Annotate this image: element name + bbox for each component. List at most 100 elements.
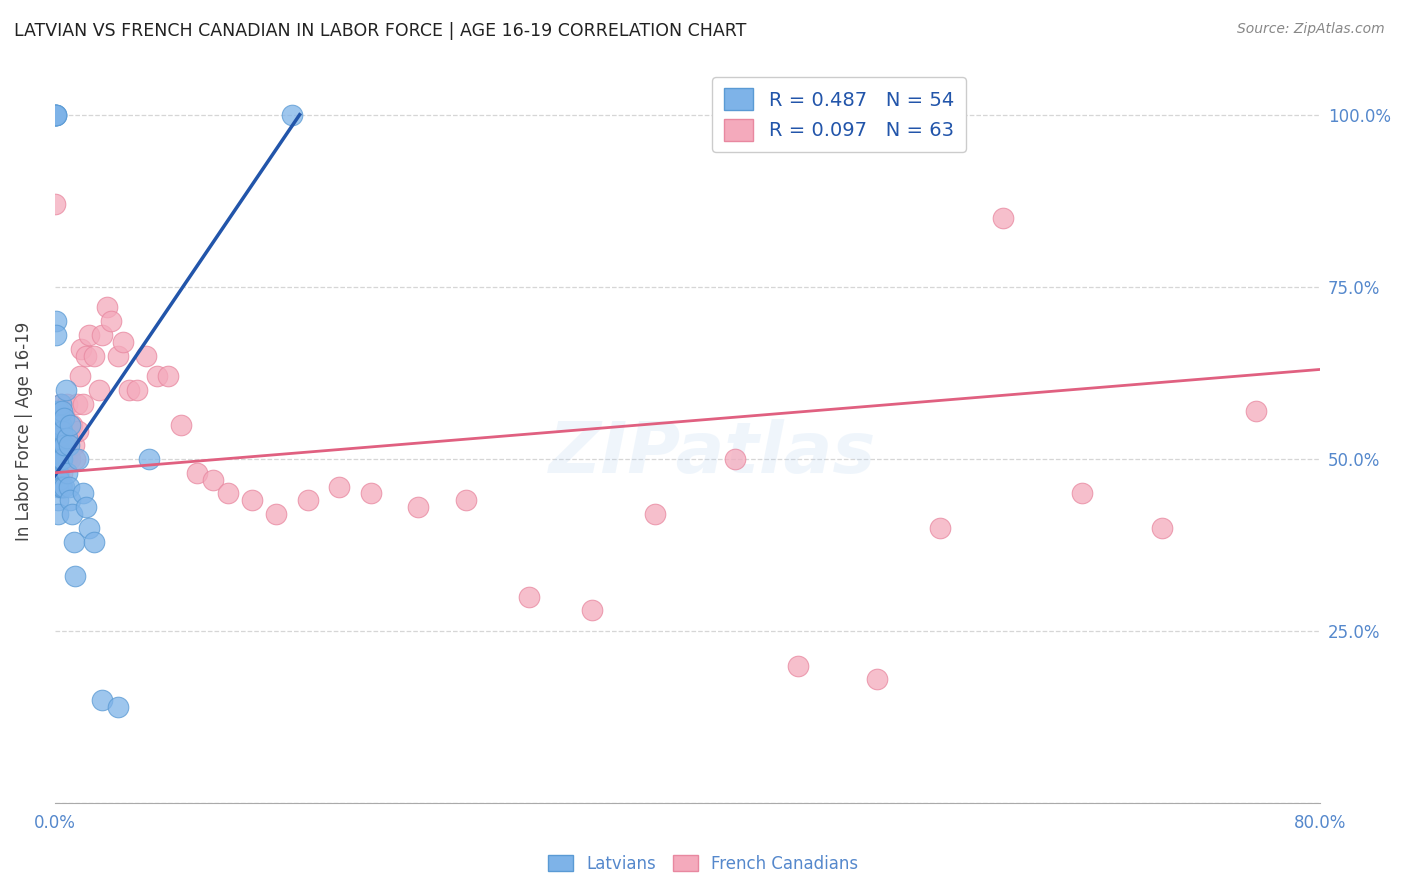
- Point: [135, 349, 157, 363]
- Point: [118, 383, 141, 397]
- Point: [53, 452, 76, 467]
- Point: [72, 486, 94, 500]
- Point: [280, 108, 302, 122]
- Point: [49, 479, 72, 493]
- Point: [48, 473, 70, 487]
- Point: [59, 417, 82, 432]
- Point: [48, 466, 70, 480]
- Point: [51, 466, 73, 480]
- Y-axis label: In Labor Force | Age 16-19: In Labor Force | Age 16-19: [15, 322, 32, 541]
- Point: [786, 658, 808, 673]
- Point: [46, 466, 69, 480]
- Point: [53, 410, 76, 425]
- Point: [58, 479, 80, 493]
- Point: [56, 431, 79, 445]
- Point: [45, 108, 67, 122]
- Point: [58, 438, 80, 452]
- Point: [91, 693, 114, 707]
- Point: [63, 452, 86, 467]
- Point: [46, 507, 69, 521]
- Point: [45, 328, 67, 343]
- Point: [56, 466, 79, 480]
- Point: [48, 431, 70, 445]
- Point: [59, 493, 82, 508]
- Point: [45, 108, 67, 122]
- Point: [56, 452, 79, 467]
- Point: [70, 342, 93, 356]
- Point: [107, 699, 129, 714]
- Text: ZIPatlas: ZIPatlas: [548, 419, 876, 488]
- Point: [44, 108, 66, 122]
- Point: [67, 425, 90, 439]
- Point: [125, 383, 148, 397]
- Point: [46, 417, 69, 432]
- Point: [53, 438, 76, 452]
- Point: [56, 397, 79, 411]
- Point: [91, 328, 114, 343]
- Point: [201, 473, 224, 487]
- Point: [45, 438, 67, 452]
- Point: [83, 534, 105, 549]
- Point: [53, 479, 76, 493]
- Point: [264, 507, 287, 521]
- Point: [406, 500, 429, 515]
- Point: [49, 417, 72, 432]
- Point: [45, 438, 67, 452]
- Point: [55, 383, 77, 397]
- Point: [96, 301, 118, 315]
- Point: [581, 603, 603, 617]
- Point: [60, 417, 83, 432]
- Legend: R = 0.487   N = 54, R = 0.097   N = 63: R = 0.487 N = 54, R = 0.097 N = 63: [713, 77, 966, 153]
- Point: [49, 397, 72, 411]
- Point: [170, 417, 193, 432]
- Point: [51, 452, 73, 467]
- Point: [46, 417, 69, 432]
- Point: [58, 425, 80, 439]
- Point: [49, 452, 72, 467]
- Point: [218, 486, 240, 500]
- Point: [45, 108, 67, 122]
- Point: [69, 369, 91, 384]
- Point: [157, 369, 180, 384]
- Point: [723, 452, 745, 467]
- Point: [51, 417, 73, 432]
- Point: [644, 507, 666, 521]
- Point: [1246, 404, 1268, 418]
- Point: [45, 452, 67, 467]
- Point: [240, 493, 263, 508]
- Point: [62, 534, 84, 549]
- Point: [48, 431, 70, 445]
- Point: [51, 425, 73, 439]
- Point: [66, 397, 89, 411]
- Point: [44, 108, 66, 122]
- Point: [72, 397, 94, 411]
- Point: [79, 521, 101, 535]
- Point: [929, 521, 952, 535]
- Point: [111, 334, 134, 349]
- Point: [517, 590, 540, 604]
- Point: [46, 479, 69, 493]
- Text: LATVIAN VS FRENCH CANADIAN IN LABOR FORCE | AGE 16-19 CORRELATION CHART: LATVIAN VS FRENCH CANADIAN IN LABOR FORC…: [14, 22, 747, 40]
- Point: [51, 404, 73, 418]
- Point: [49, 438, 72, 452]
- Legend: Latvians, French Canadians: Latvians, French Canadians: [541, 848, 865, 880]
- Point: [46, 438, 69, 452]
- Text: Source: ZipAtlas.com: Source: ZipAtlas.com: [1237, 22, 1385, 37]
- Point: [59, 452, 82, 467]
- Point: [49, 438, 72, 452]
- Point: [186, 466, 208, 480]
- Point: [48, 417, 70, 432]
- Point: [44, 197, 66, 211]
- Point: [62, 438, 84, 452]
- Point: [328, 479, 350, 493]
- Point: [297, 493, 319, 508]
- Point: [107, 349, 129, 363]
- Point: [454, 493, 477, 508]
- Point: [87, 383, 110, 397]
- Point: [63, 569, 86, 583]
- Point: [55, 431, 77, 445]
- Point: [53, 404, 76, 418]
- Point: [1150, 521, 1173, 535]
- Point: [79, 328, 101, 343]
- Point: [59, 417, 82, 432]
